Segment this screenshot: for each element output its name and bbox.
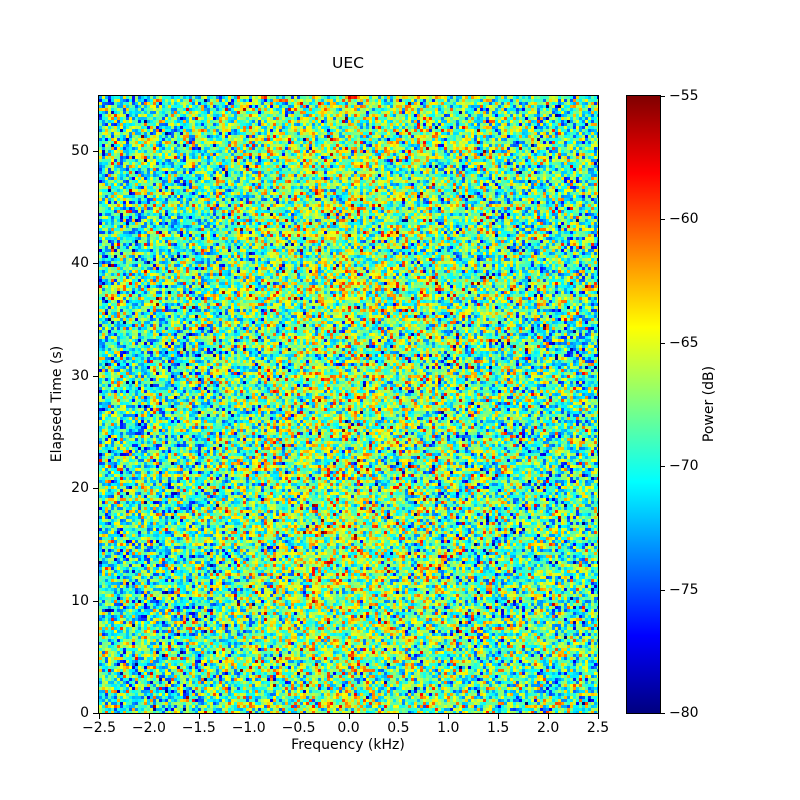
colorbar-tick-label: −65 [669, 334, 699, 351]
x-tick-mark [448, 714, 450, 719]
x-tick-mark [548, 714, 550, 719]
y-tick-label: 30 [71, 367, 89, 384]
y-tick-label: 40 [71, 255, 89, 272]
title-line-main: UEC [332, 54, 364, 72]
x-tick-mark [298, 714, 300, 719]
x-tick-label: −2.5 [82, 720, 116, 736]
colorbar-tick-label: −80 [669, 705, 699, 721]
y-tick-label: 10 [71, 592, 89, 609]
x-tick-label: −0.5 [281, 720, 316, 736]
x-tick-label: 2.0 [536, 720, 560, 736]
x-tick-mark [248, 714, 250, 719]
x-tick-label: 0.5 [387, 720, 410, 736]
y-tick-label: 20 [71, 480, 89, 497]
x-tick-label: −1.0 [231, 720, 266, 736]
y-axis-label: Elapsed Time (s) [49, 345, 65, 463]
x-tick-mark [498, 714, 500, 719]
x-tick-mark [398, 714, 400, 719]
colorbar-tick-label: −70 [669, 458, 699, 475]
x-tick-mark [598, 714, 599, 719]
x-tick-label: 1.5 [487, 720, 510, 736]
x-tick-mark [348, 714, 350, 719]
colorbar-tick-label: −60 [669, 211, 699, 228]
plot-area [98, 95, 599, 714]
x-axis-label: Frequency (kHz) [291, 737, 405, 753]
y-tick-label: 0 [80, 705, 89, 721]
x-tick-label: −1.5 [181, 720, 216, 736]
colorbar-label: Power (dB) [701, 365, 717, 443]
y-tick-label: 50 [71, 143, 89, 160]
colorbar-tick-label: −75 [669, 581, 699, 598]
colorbar-gradient [626, 95, 661, 714]
colorbar-tick-label: −55 [669, 88, 699, 104]
x-tick-label: −2.0 [131, 720, 166, 736]
x-tick-mark [198, 714, 200, 719]
spectrogram-canvas [99, 96, 598, 713]
x-tick-label: 0.0 [337, 720, 360, 736]
x-tick-label: 1.0 [437, 720, 460, 736]
x-tick-label: 2.5 [586, 720, 610, 736]
x-tick-mark [148, 714, 150, 719]
x-tick-mark [99, 714, 100, 719]
